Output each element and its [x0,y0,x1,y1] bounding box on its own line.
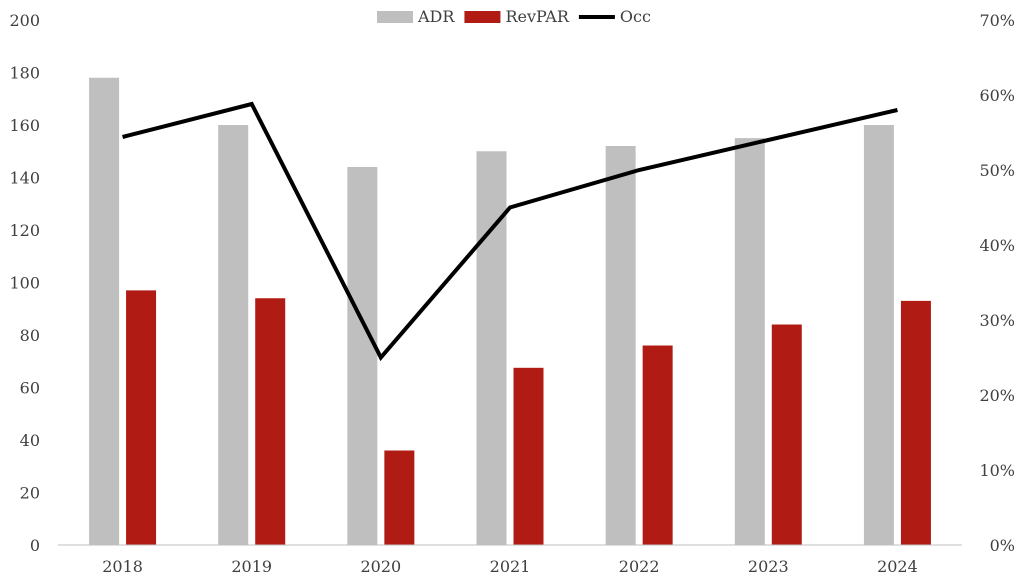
bar-adr-2020 [347,167,378,545]
y-left-tick-160: 160 [9,116,40,135]
y-left-tick-20: 20 [20,484,40,503]
x-tick-2023: 2023 [748,557,789,576]
bar-adr-2018 [89,77,120,545]
y-left-tick-120: 120 [9,221,40,240]
bar-adr-2022 [605,146,636,545]
bar-adr-2023 [734,138,765,545]
bar-revpar-2022 [642,345,673,545]
y-right-tick-0-: 0% [990,536,1015,555]
legend-swatch-adr [377,11,413,23]
legend-label-adr: ADR [417,7,455,26]
y-left-tick-180: 180 [9,64,40,83]
y-right-tick-30-: 30% [979,311,1015,330]
bar-revpar-2018 [126,290,157,545]
y-right-tick-40-: 40% [979,236,1015,255]
y-right-tick-10-: 10% [979,461,1015,480]
y-right-tick-50-: 50% [979,161,1015,180]
x-tick-2018: 2018 [102,557,143,576]
y-left-tick-60: 60 [20,379,40,398]
y-left-tick-140: 140 [9,169,40,188]
bar-revpar-2023 [771,324,802,545]
y-left-tick-200: 200 [9,11,40,30]
x-tick-2019: 2019 [231,557,272,576]
x-tick-2022: 2022 [619,557,660,576]
y-axis-right-ticks: 0% 10% 20% 30% 40% 50% 60% 70% [979,11,1015,555]
y-axis-left-ticks: 0 20 40 60 80 100 120 140 160 180 200 [9,11,40,555]
y-left-tick-40: 40 [20,431,40,450]
legend: ADR RevPAR Occ [377,7,651,26]
y-right-tick-70-: 70% [979,11,1015,30]
y-left-tick-100: 100 [9,274,40,293]
legend-swatch-revpar [464,11,501,23]
legend-label-revpar: RevPAR [505,7,569,26]
bar-revpar-2021 [513,367,544,545]
x-tick-2024: 2024 [877,557,918,576]
occ-line-group [122,101,898,362]
legend-label-occ: Occ [620,7,651,26]
bar-revpar-2020 [384,450,415,545]
y-right-tick-60-: 60% [979,86,1015,105]
x-axis-ticks: 2018 2019 2020 2021 2022 2023 2024 [102,557,918,576]
bar-adr-2021 [476,151,507,545]
bar-adr-2024 [863,125,894,545]
y-left-tick-0: 0 [30,536,40,555]
line-occ [122,101,898,362]
bar-revpar-2019 [255,298,286,545]
bars [89,77,931,545]
x-tick-2020: 2020 [360,557,401,576]
bar-adr-2019 [218,125,249,545]
bar-revpar-2024 [900,300,931,545]
y-right-tick-20-: 20% [979,386,1015,405]
y-left-tick-80: 80 [20,326,40,345]
x-tick-2021: 2021 [490,557,531,576]
